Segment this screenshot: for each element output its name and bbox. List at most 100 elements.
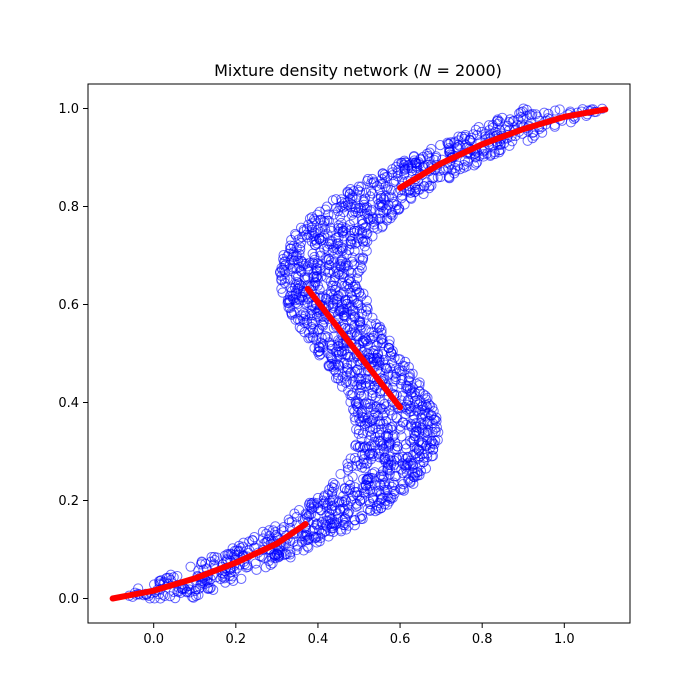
scatter-point <box>370 318 381 329</box>
scatter-point <box>459 155 470 166</box>
scatter-point <box>374 184 385 195</box>
scatter-point <box>356 390 367 401</box>
scatter-point <box>217 571 228 582</box>
scatter-point <box>344 479 356 491</box>
scatter-point <box>381 415 392 427</box>
scatter-point <box>444 173 455 184</box>
scatter-point <box>234 540 245 551</box>
scatter-point <box>337 243 348 254</box>
scatter-point <box>478 151 489 162</box>
scatter-point <box>383 199 394 211</box>
scatter-point <box>415 465 427 476</box>
scatter-point <box>292 271 304 283</box>
scatter-point <box>492 114 503 125</box>
scatter-point <box>274 551 285 562</box>
scatter-point <box>405 400 416 412</box>
y-tick-label: 0.6 <box>58 298 79 313</box>
scatter-point <box>377 440 388 451</box>
scatter-point <box>334 303 345 314</box>
scatter-point <box>530 109 542 120</box>
scatter-point <box>387 431 398 442</box>
scatter-point <box>396 484 407 496</box>
scatter-point <box>326 225 337 237</box>
scatter-point <box>461 161 472 172</box>
scatter-point <box>357 236 368 247</box>
scatter-point <box>389 455 400 466</box>
scatter-point <box>470 124 481 135</box>
chart-title-suffix: = 2000) <box>431 61 502 80</box>
scatter-point <box>335 305 347 316</box>
scatter-point <box>355 375 366 386</box>
scatter-point <box>306 218 317 229</box>
scatter-point <box>404 368 415 379</box>
scatter-point <box>258 552 269 563</box>
scatter-point <box>353 398 364 409</box>
scatter-point <box>335 289 347 300</box>
scatter-point <box>249 532 260 543</box>
scatter-point <box>363 449 374 460</box>
scatter-point <box>427 418 438 429</box>
fit-line-segment-2 <box>304 285 404 411</box>
scatter-point <box>361 336 372 347</box>
scatter-point <box>427 402 438 413</box>
scatter-point <box>384 335 395 346</box>
scatter-point <box>362 303 373 315</box>
scatter-point <box>345 193 356 205</box>
scatter-point <box>312 492 324 504</box>
scatter-point <box>293 255 304 266</box>
scatter-point <box>411 378 422 389</box>
scatter-point <box>339 280 350 291</box>
scatter-point <box>383 342 394 353</box>
scatter-point <box>396 157 407 168</box>
scatter-point <box>360 378 371 389</box>
chart-title-prefix: Mixture density network ( <box>214 61 419 80</box>
scatter-point <box>231 545 242 556</box>
scatter-point <box>295 222 307 233</box>
scatter-point <box>431 412 442 423</box>
scatter-point <box>389 376 400 387</box>
scatter-point <box>359 399 370 410</box>
scatter-point <box>290 228 301 240</box>
scatter-point <box>266 552 277 563</box>
scatter-point <box>333 370 344 381</box>
x-tick-label: 0.2 <box>225 632 246 647</box>
scatter-point <box>403 361 414 373</box>
scatter-point <box>306 236 317 247</box>
scatter-point <box>292 276 303 288</box>
scatter-point <box>291 263 302 274</box>
scatter-point <box>351 225 363 236</box>
scatter-point <box>285 254 297 265</box>
scatter-point <box>348 207 359 218</box>
scatter-point <box>406 437 417 448</box>
scatter-point <box>354 186 366 197</box>
scatter-point <box>315 226 326 238</box>
scatter-point <box>290 270 302 281</box>
scatter-point <box>381 184 392 195</box>
scatter-point <box>374 437 386 448</box>
scatter-point <box>314 234 325 245</box>
scatter-point <box>522 135 533 146</box>
scatter-point <box>453 135 464 146</box>
scatter-point <box>298 258 309 269</box>
scatter-point <box>366 449 378 460</box>
scatter-point <box>331 353 342 365</box>
scatter-point <box>314 206 325 217</box>
scatter-point <box>372 427 383 438</box>
scatter-point <box>297 314 309 325</box>
scatter-point <box>354 265 365 277</box>
scatter-point <box>264 530 275 542</box>
scatter-point <box>402 458 413 469</box>
scatter-point <box>473 121 484 133</box>
scatter-point <box>356 322 367 333</box>
scatter-point <box>413 399 424 410</box>
scatter-point <box>411 448 422 459</box>
scatter-point <box>367 384 378 396</box>
scatter-point <box>242 561 253 572</box>
scatter-point <box>367 312 378 323</box>
scatter-point <box>380 362 391 373</box>
scatter-point <box>318 217 330 228</box>
scatter-point <box>278 256 290 268</box>
scatter-point <box>330 366 342 377</box>
scatter-point <box>411 421 422 432</box>
scatter-point <box>358 335 369 347</box>
